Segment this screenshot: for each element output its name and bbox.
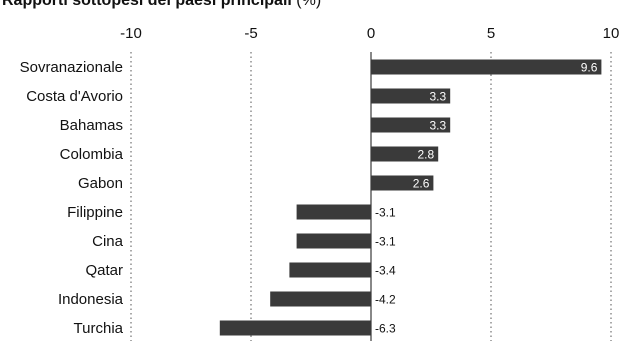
bar (219, 320, 371, 336)
category-label: Costa d'Avorio (26, 88, 123, 105)
x-tick-label: -10 (120, 25, 142, 42)
category-label: Filippine (67, 204, 123, 221)
gridlines (130, 52, 612, 341)
category-label: Sovranazionale (20, 59, 123, 76)
data-label: 3.3 (430, 90, 447, 104)
data-labels: 9.6 3.3 3.3 2.8 2.6 -3.1 -3.1 -3.4 -4.2 -6.3 (375, 61, 598, 336)
bar (371, 146, 439, 162)
data-label: -3.1 (375, 235, 396, 249)
x-axis-ticks: -10 -5 0 5 10 (120, 25, 619, 42)
data-label: -3.1 (375, 206, 396, 220)
bar (296, 233, 371, 249)
bars (219, 59, 602, 336)
data-label: -3.4 (375, 264, 396, 278)
category-label: Colombia (60, 146, 124, 163)
data-label: -6.3 (375, 322, 396, 336)
bar (296, 204, 371, 220)
bar (371, 175, 434, 191)
x-tick-label: 10 (603, 25, 620, 42)
category-labels: Sovranazionale Costa d'Avorio Bahamas Colom… (20, 59, 124, 337)
data-label: 2.8 (418, 148, 435, 162)
category-label: Cina (92, 233, 124, 250)
category-label: Bahamas (60, 117, 123, 134)
chart-title-unit: (%) (291, 0, 322, 9)
category-label: Gabon (78, 175, 123, 192)
data-label: -4.2 (375, 293, 396, 307)
bar (270, 291, 371, 307)
category-label: Turchia (74, 320, 124, 337)
category-label: Indonesia (58, 291, 124, 308)
bar (371, 117, 451, 133)
data-label: 9.6 (581, 61, 598, 75)
x-tick-label: 5 (487, 25, 495, 42)
category-label: Qatar (85, 262, 123, 279)
bar (371, 88, 451, 104)
bar (289, 262, 371, 278)
data-label: 3.3 (430, 119, 447, 133)
data-label: 2.6 (413, 177, 430, 191)
bar (371, 59, 602, 75)
x-tick-label: -5 (244, 25, 257, 42)
chart-title: Rapporti sottopesi dei paesi principali … (2, 0, 321, 11)
chart-title-main: Rapporti sottopesi dei paesi principali (2, 0, 292, 9)
x-tick-label: 0 (367, 25, 375, 42)
